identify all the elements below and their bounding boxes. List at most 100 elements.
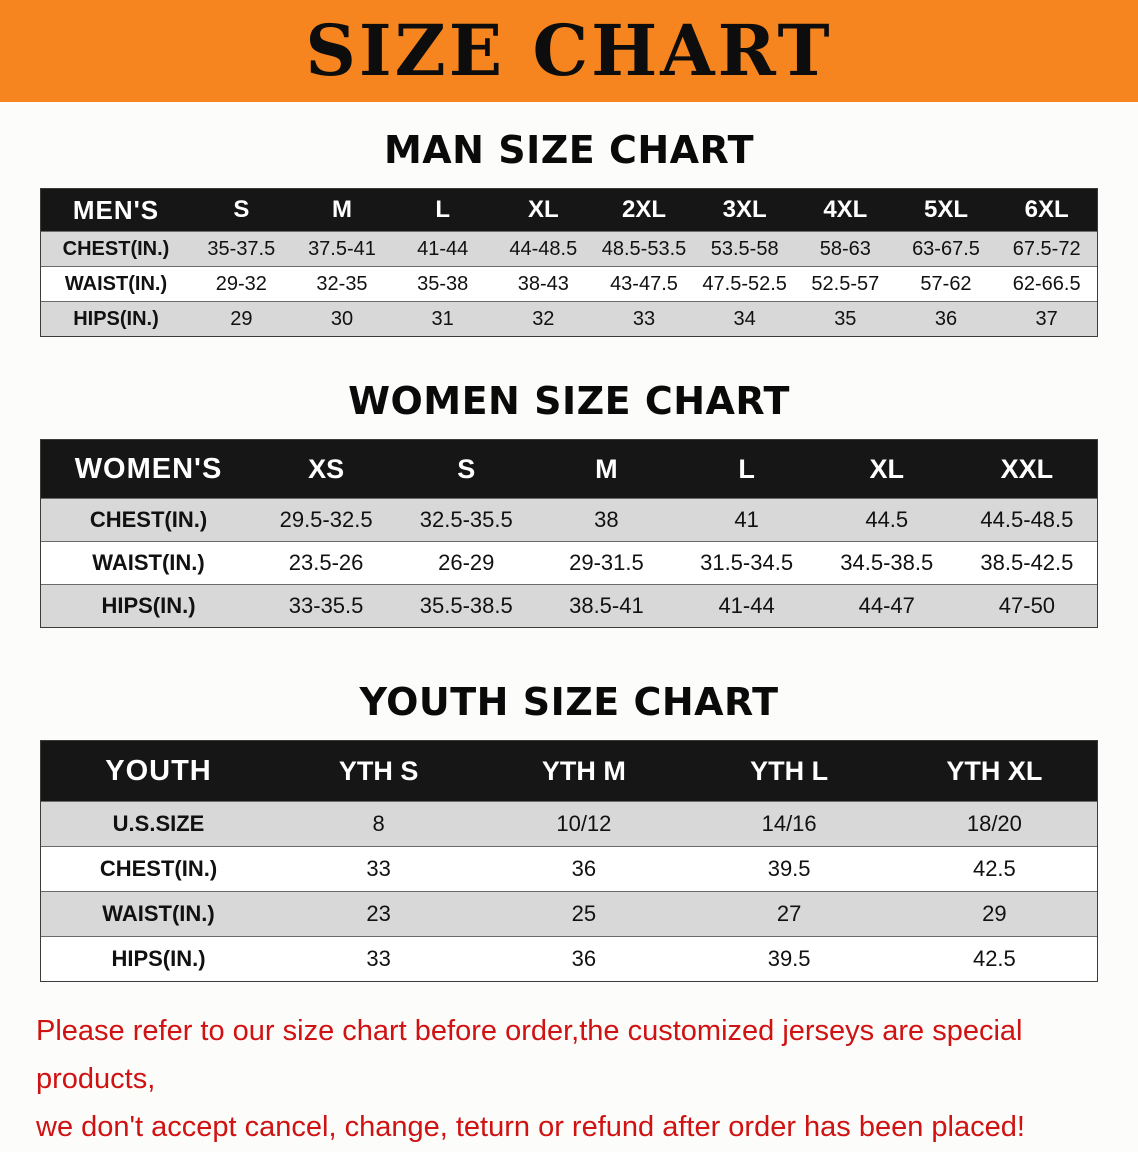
row-label: WAIST(IN.) [92, 550, 205, 575]
table-cell: 63-67.5 [912, 237, 980, 260]
table-cell: 10/12 [556, 811, 612, 836]
women-size-chart-heading: WOMEN SIZE CHART [348, 379, 790, 423]
table-cell: 44.5 [865, 507, 909, 532]
order-policy-note: Please refer to our size chart before or… [36, 1008, 1102, 1152]
table-row: WAIST(IN.) 29-32 32-35 35-38 38-43 43-47.5 47.… [41, 266, 1097, 301]
table-cell: 33 [632, 307, 656, 330]
table-row: HIPS(IN.) 33-35.5 35.5-38.5 38.5-41 41-44 44-… [41, 584, 1097, 627]
table-cell: 32.5-35.5 [419, 507, 513, 532]
table-cell: 35 [834, 307, 857, 330]
table-header-cell: 3XL [722, 196, 767, 223]
note-line-2: we don't accept cancel, change, teturn o… [36, 1110, 1025, 1143]
table-row: CHEST(IN.) 29.5-32.5 32.5-35.5 38 41 44.5 44.5… [41, 498, 1097, 541]
table-cell: 30 [330, 307, 354, 330]
table-cell: 36 [571, 856, 597, 881]
table-cell: 35-37.5 [207, 237, 276, 260]
table-cell: 57-62 [920, 272, 972, 295]
table-header-cell: 2XL [621, 196, 666, 223]
table-cell: 37 [1035, 307, 1058, 330]
row-label: WAIST(IN.) [64, 272, 168, 295]
table-header-cell: 5XL [923, 196, 968, 223]
table-header-cell: YTH XL [946, 755, 1043, 786]
man-size-chart-heading: MAN SIZE CHART [383, 128, 755, 172]
row-label: CHEST(IN.) [62, 237, 170, 260]
table-cell: 67.5-72 [1012, 237, 1081, 260]
table-cell: 34.5-38.5 [840, 550, 934, 575]
table-cell: 29-31.5 [569, 550, 644, 575]
table-cell: 41 [734, 507, 759, 532]
table-cell: 35.5-38.5 [419, 593, 513, 618]
table-header-cell: YTH L [750, 755, 829, 786]
table-header-cell: XL [527, 196, 559, 223]
row-label: CHEST(IN.) [89, 507, 208, 532]
table-cell: 38-43 [517, 272, 569, 295]
table-header-row: MEN'S S M L XL 2XL 3XL 4XL 5XL 6XL [41, 189, 1097, 231]
note-line-1: Please refer to our size chart before or… [36, 1015, 1023, 1095]
table-header-cell: 6XL [1024, 196, 1069, 223]
table-header-label: YOUTH [105, 754, 212, 787]
table-cell: 44-47 [858, 593, 915, 618]
table-cell: 41-44 [718, 593, 775, 618]
table-cell: 29-32 [215, 272, 267, 295]
table-header-cell: M [331, 196, 352, 223]
table-row: HIPS(IN.) 29 30 31 32 33 34 35 36 37 [41, 301, 1097, 336]
table-cell: 34 [733, 307, 756, 330]
row-label: CHEST(IN.) [99, 856, 218, 881]
table-header-cell: M [595, 453, 618, 484]
table-cell: 33 [366, 946, 391, 971]
table-cell: 36 [934, 307, 958, 330]
men-size-table: MEN'S S M L XL 2XL 3XL 4XL 5XL 6XL CHEST(IN.) 35-37… [40, 188, 1098, 337]
table-header-cell: 4XL [823, 196, 868, 223]
table-cell: 39.5 [767, 856, 811, 881]
table-cell: 26-29 [438, 550, 495, 575]
table-header-cell: L [435, 196, 450, 223]
banner-title: SIZE CHART [305, 9, 833, 92]
table-cell: 32-35 [316, 272, 368, 295]
table-header-row: YOUTH YTH S YTH M YTH L YTH XL [41, 741, 1097, 801]
table-cell: 31 [431, 307, 454, 330]
table-header-cell: S [233, 196, 250, 223]
row-label: HIPS(IN.) [73, 307, 159, 330]
women-size-table: WOMEN'S XS S M L XL XXL CHEST(IN.) 29.5-32.5 32.5… [40, 439, 1098, 628]
youth-size-chart-heading: YOUTH SIZE CHART [359, 680, 779, 724]
table-cell: 32 [532, 307, 555, 330]
size-chart-banner: SIZE CHART [0, 0, 1138, 102]
table-cell: 39.5 [767, 946, 811, 971]
table-row: U.S.SIZE 8 10/12 14/16 18/20 [41, 801, 1097, 846]
row-label: HIPS(IN.) [101, 593, 196, 618]
table-header-cell: XXL [1000, 453, 1054, 484]
row-label: HIPS(IN.) [111, 946, 206, 971]
table-cell: 43-47.5 [610, 272, 678, 295]
table-cell: 36 [571, 946, 597, 971]
table-cell: 29 [230, 307, 253, 330]
table-cell: 52.5-57 [811, 272, 880, 295]
table-cell: 27 [776, 901, 802, 926]
table-cell: 47.5-52.5 [702, 272, 787, 295]
table-cell: 62-66.5 [1012, 272, 1081, 295]
table-cell: 29 [982, 901, 1007, 926]
table-cell: 8 [372, 811, 385, 836]
table-row: HIPS(IN.) 33 36 39.5 42.5 [41, 936, 1097, 981]
table-cell: 33-35.5 [288, 593, 364, 618]
table-cell: 38.5-42.5 [980, 550, 1074, 575]
row-label: WAIST(IN.) [102, 901, 215, 926]
table-row: WAIST(IN.) 23 25 27 29 [41, 891, 1097, 936]
table-header-label: WOMEN'S [74, 452, 223, 485]
table-header-cell: YTH M [541, 755, 626, 786]
table-cell: 41-44 [417, 237, 469, 260]
table-cell: 48.5-53.5 [601, 237, 687, 260]
table-header-cell: S [457, 453, 476, 484]
table-cell: 33 [366, 856, 391, 881]
table-row: CHEST(IN.) 35-37.5 37.5-41 41-44 44-48.5 48.5… [41, 231, 1097, 266]
table-header-cell: L [738, 453, 755, 484]
table-cell: 38.5-41 [569, 593, 644, 618]
table-cell: 23.5-26 [288, 550, 364, 575]
table-cell: 18/20 [966, 811, 1022, 836]
table-cell: 42.5 [972, 856, 1016, 881]
table-cell: 35-38 [417, 272, 469, 295]
table-cell: 23 [366, 901, 391, 926]
table-cell: 25 [571, 901, 597, 926]
table-header-row: WOMEN'S XS S M L XL XXL [41, 440, 1097, 498]
table-header-cell: XS [308, 453, 345, 484]
table-cell: 14/16 [761, 811, 817, 836]
